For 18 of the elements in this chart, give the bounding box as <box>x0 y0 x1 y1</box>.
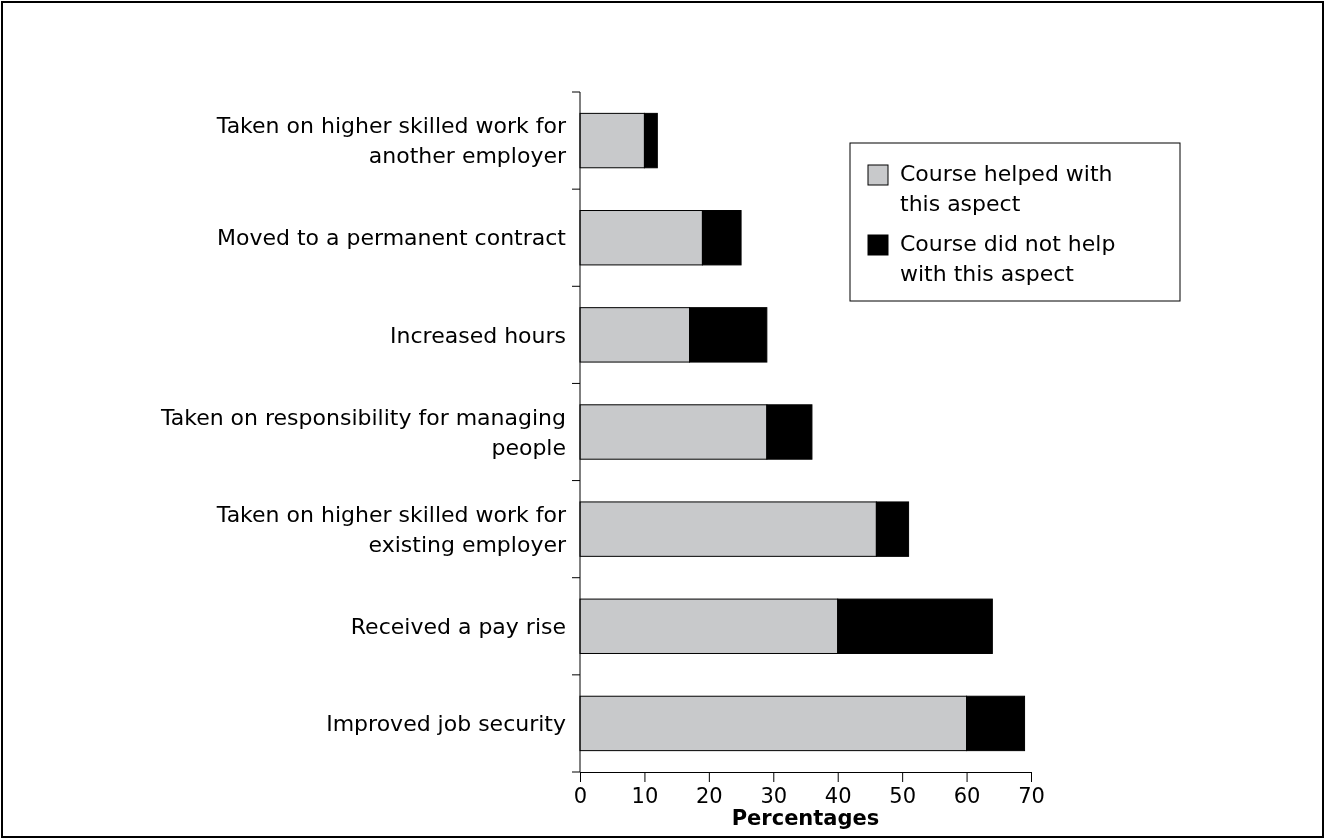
x-tick-label: 30 <box>760 783 788 808</box>
x-tick-label: 20 <box>695 783 723 808</box>
y-tick-label: Taken on responsibility for managing people <box>159 404 566 460</box>
legend-label: Course helped with this aspect <box>900 160 1113 216</box>
x-tick-label: 0 <box>573 783 588 808</box>
y-tick-label: Taken on higher skilled work for another employer <box>215 113 567 169</box>
y-tick-label: Moved to a permanent contract <box>217 225 567 251</box>
y-tick-label: Taken on higher skilled work for existing employer <box>215 501 567 557</box>
x-tick-label: 70 <box>1018 783 1045 808</box>
x-tick-label: 50 <box>889 783 917 808</box>
x-tick-label: 40 <box>824 783 852 808</box>
x-tick-label: 10 <box>631 783 659 808</box>
y-tick-label: Improved job security <box>326 711 566 737</box>
x-tick-label: 60 <box>953 783 981 808</box>
x-axis-title: Percentages <box>731 806 880 831</box>
y-tick-label: Received a pay rise <box>350 613 566 639</box>
y-tick-label: Increased hours <box>390 322 566 348</box>
legend-label: Course did not help with this aspect <box>900 230 1116 286</box>
